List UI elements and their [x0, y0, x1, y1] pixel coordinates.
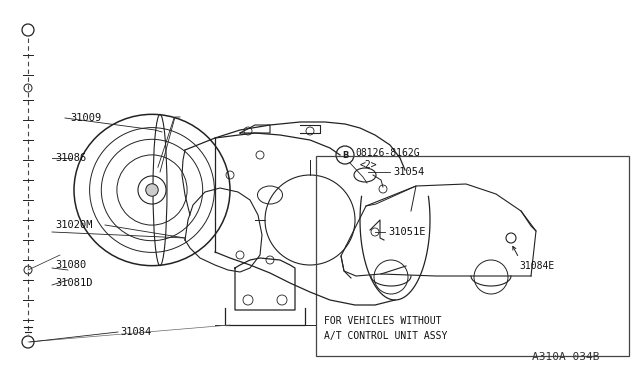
Text: 31051E: 31051E [388, 227, 426, 237]
Bar [316, 156, 629, 356]
Text: 31086: 31086 [55, 153, 86, 163]
Text: A310A 034B: A310A 034B [532, 352, 600, 362]
Text: 31081D: 31081D [55, 278, 93, 288]
Text: 31084E: 31084E [519, 261, 554, 271]
Text: 31009: 31009 [70, 113, 101, 123]
Text: <2>: <2> [360, 160, 378, 170]
Text: A/T CONTROL UNIT ASSY: A/T CONTROL UNIT ASSY [324, 331, 447, 341]
Text: 31020M: 31020M [55, 220, 93, 230]
Text: 31080: 31080 [55, 260, 86, 270]
Text: 31054: 31054 [393, 167, 424, 177]
Text: 08126-8162G: 08126-8162G [355, 148, 420, 158]
Text: B: B [342, 151, 348, 160]
Circle shape [146, 184, 158, 196]
Text: FOR VEHICLES WITHOUT: FOR VEHICLES WITHOUT [324, 316, 442, 326]
Text: 31084: 31084 [120, 327, 151, 337]
